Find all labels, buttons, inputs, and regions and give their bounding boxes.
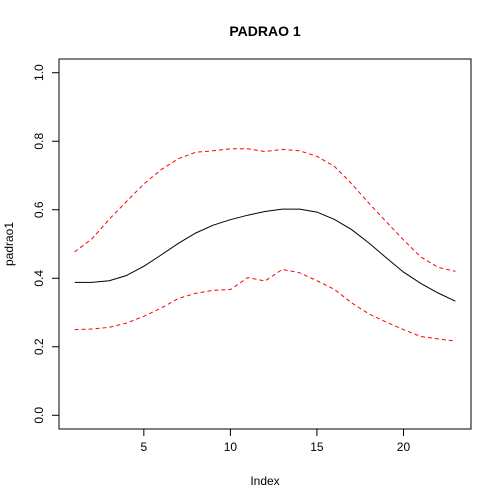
y-tick-label: 0.2: [32, 338, 46, 355]
x-axis: 5 10 15 20: [140, 428, 411, 454]
x-tick-label: 20: [397, 440, 411, 454]
chart-title: PADRAO 1: [229, 23, 301, 39]
y-tick-label: 0.8: [32, 133, 46, 150]
y-axis: 0.0 0.2 0.4 0.6 0.8 1.0: [32, 64, 60, 424]
y-tick-label: 0.6: [32, 201, 46, 218]
series-layer: [74, 148, 456, 342]
y-tick-label: 0.0: [32, 407, 46, 424]
x-tick-label: 15: [310, 440, 324, 454]
plot-frame: [58, 58, 472, 430]
series-line-lower: [74, 268, 456, 342]
y-tick-label: 0.4: [32, 270, 46, 287]
y-axis-label: padrao1: [2, 222, 16, 266]
x-tick-label: 10: [224, 440, 238, 454]
y-tick-label: 1.0: [32, 64, 46, 81]
x-axis-label: Index: [250, 474, 279, 488]
x-tick-label: 5: [140, 440, 147, 454]
series-line-upper: [74, 148, 456, 272]
series-line-main: [74, 208, 456, 302]
